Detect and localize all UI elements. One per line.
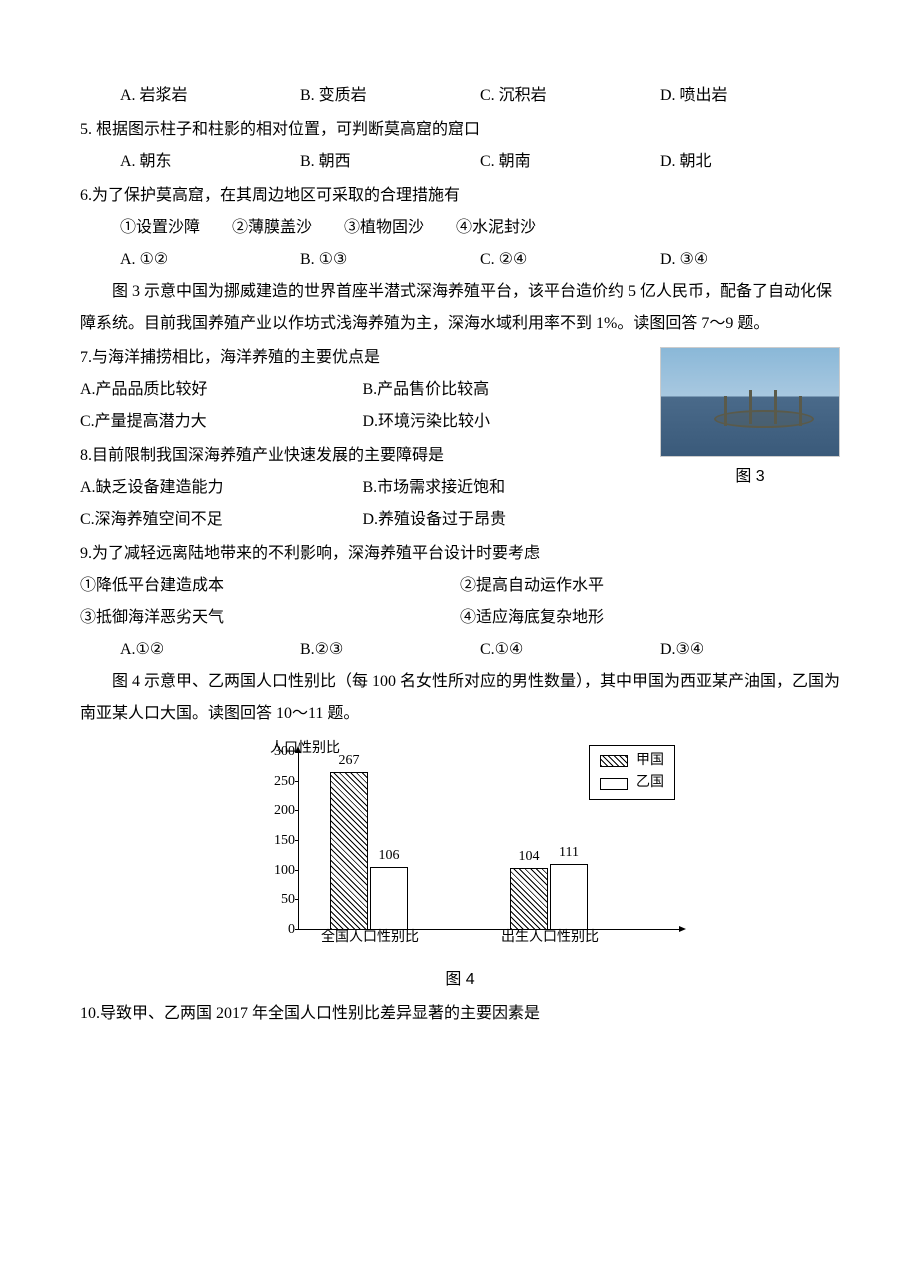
bar [370, 867, 408, 930]
q9-opt-d: D.③④ [660, 634, 840, 666]
q6-options: A. ①② B. ①③ C. ②④ D. ③④ [80, 244, 840, 276]
q5-opt-c: C. 朝南 [480, 146, 660, 178]
bar [330, 772, 368, 930]
y-tick: 150 [265, 834, 295, 848]
q6-opt-c: C. ②④ [480, 244, 660, 276]
q8-opt-a: A.缺乏设备建造能力 [80, 472, 363, 504]
figure-3-image [660, 347, 840, 457]
legend-swatch-hatched [600, 755, 628, 767]
x-category-label: 全国人口性别比 [310, 924, 430, 952]
q5-opt-b: B. 朝西 [300, 146, 480, 178]
bar-chart: 人口性别比 甲国 乙国 050100150200250300267106全国人口… [210, 740, 710, 960]
chart-legend: 甲国 乙国 [589, 745, 675, 800]
q5-options: A. 朝东 B. 朝西 C. 朝南 D. 朝北 [80, 146, 840, 178]
q9-item-3: ③抵御海洋恶劣天气 [80, 602, 460, 634]
legend-row-jia: 甲国 [600, 750, 664, 772]
bar-value-label: 267 [329, 754, 369, 768]
q6-opt-b: B. ①③ [300, 244, 480, 276]
legend-swatch-white [600, 778, 628, 790]
q9-stem: 9.为了减轻远离陆地带来的不利影响，深海养殖平台设计时要考虑 [80, 538, 840, 570]
q6-opt-a: A. ①② [120, 244, 300, 276]
y-tick: 0 [265, 923, 295, 937]
q5-opt-d: D. 朝北 [660, 146, 840, 178]
q8-opt-b: B.市场需求接近饱和 [363, 472, 646, 504]
q8-opt-c: C.深海养殖空间不足 [80, 504, 363, 536]
q9-item-1: ①降低平台建造成本 [80, 570, 460, 602]
y-tick: 50 [265, 893, 295, 907]
bar-value-label: 106 [369, 849, 409, 863]
q6-opt-d: D. ③④ [660, 244, 840, 276]
q10-stem: 10.导致甲、乙两国 2017 年全国人口性别比差异显著的主要因素是 [80, 998, 840, 1030]
figure-4: 人口性别比 甲国 乙国 050100150200250300267106全国人口… [210, 740, 710, 996]
q4-opt-d: D. 喷出岩 [660, 80, 840, 112]
q4-opt-b: B. 变质岩 [300, 80, 480, 112]
q9-item-4: ④适应海底复杂地形 [460, 602, 840, 634]
y-tick: 300 [265, 745, 295, 759]
q5-stem: 5. 根据图示柱子和柱影的相对位置，可判断莫高窟的窟口 [80, 114, 840, 146]
q7-opt-d: D.环境污染比较小 [363, 406, 646, 438]
bar [550, 864, 588, 930]
q4-opt-c: C. 沉积岩 [480, 80, 660, 112]
y-tick: 100 [265, 864, 295, 878]
y-tick: 250 [265, 775, 295, 789]
bar-value-label: 104 [509, 850, 549, 864]
q4-opt-a: A. 岩浆岩 [120, 80, 300, 112]
passage-2: 图 3 示意中国为挪威建造的世界首座半潜式深海养殖平台，该平台造价约 5 亿人民… [80, 276, 840, 340]
q8-opt-d: D.养殖设备过于昂贵 [363, 504, 646, 536]
x-category-label: 出生人口性别比 [490, 924, 610, 952]
q7-opt-a: A.产品品质比较好 [80, 374, 363, 406]
q7-opt-b: B.产品售价比较高 [363, 374, 646, 406]
y-axis [298, 752, 299, 930]
passage-3: 图 4 示意甲、乙两国人口性别比（每 100 名女性所对应的男性数量），其中甲国… [80, 666, 840, 730]
q9-opt-c: C.①④ [480, 634, 660, 666]
figure-4-caption: 图 4 [210, 964, 710, 996]
q9-options: A.①② B.②③ C.①④ D.③④ [80, 634, 840, 666]
q6-stem: 6.为了保护莫高窟，在其周边地区可采取的合理措施有 [80, 180, 840, 212]
q9-items: ①降低平台建造成本 ②提高自动运作水平 ③抵御海洋恶劣天气 ④适应海底复杂地形 [80, 570, 840, 634]
q7-options: A.产品品质比较好 B.产品售价比较高 C.产量提高潜力大 D.环境污染比较小 [80, 374, 645, 438]
q9-opt-a: A.①② [120, 634, 300, 666]
y-tick: 200 [265, 804, 295, 818]
q8-options: A.缺乏设备建造能力 B.市场需求接近饱和 C.深海养殖空间不足 D.养殖设备过… [80, 472, 645, 536]
bar [510, 868, 548, 930]
q9-item-2: ②提高自动运作水平 [460, 570, 840, 602]
q9-opt-b: B.②③ [300, 634, 480, 666]
q6-items: ①设置沙障 ②薄膜盖沙 ③植物固沙 ④水泥封沙 [80, 212, 840, 244]
legend-label-jia: 甲国 [636, 750, 664, 772]
bar-value-label: 111 [549, 846, 589, 860]
figure-3: 图 3 [660, 347, 840, 493]
q7-opt-c: C.产量提高潜力大 [80, 406, 363, 438]
legend-label-yi: 乙国 [636, 772, 664, 794]
legend-row-yi: 乙国 [600, 772, 664, 794]
figure-3-caption: 图 3 [660, 461, 840, 493]
q5-opt-a: A. 朝东 [120, 146, 300, 178]
q4-options: A. 岩浆岩 B. 变质岩 C. 沉积岩 D. 喷出岩 [80, 80, 840, 112]
